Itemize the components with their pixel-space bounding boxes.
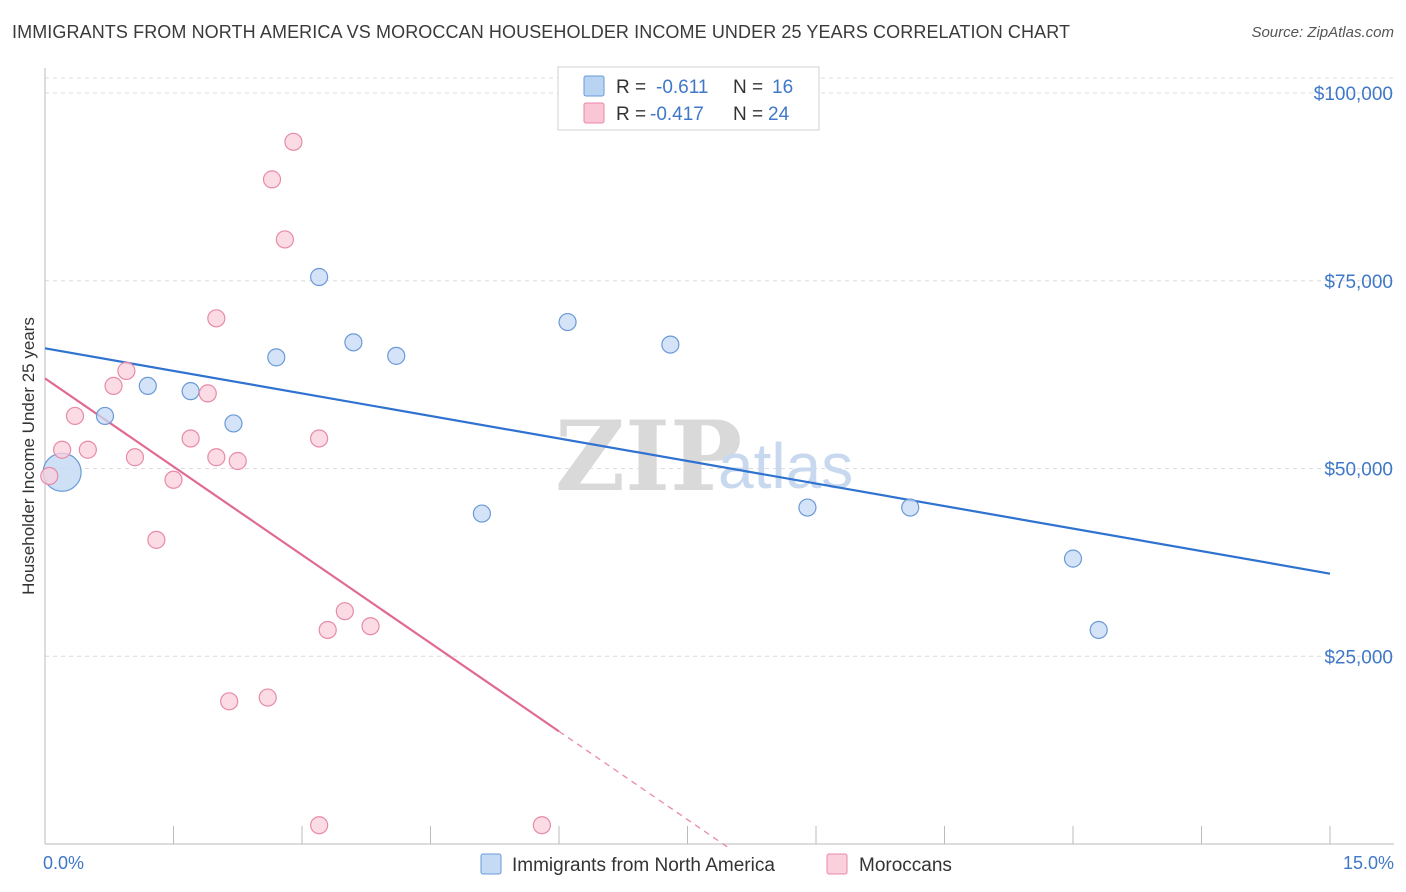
- point-moroccans: [147, 530, 166, 549]
- point-north-america: [798, 498, 817, 517]
- point-north-america: [1089, 620, 1108, 640]
- point-moroccans: [310, 816, 329, 835]
- tick-labels: $25,000 $50,000 $75,000 $100,000 0.0% 15.0%: [43, 84, 1394, 873]
- point-moroccans: [207, 448, 226, 467]
- point-moroccans: [40, 466, 59, 486]
- legend-swatch-moroccans: [583, 102, 605, 124]
- legend-n-value-2: 24: [768, 104, 790, 125]
- point-moroccans: [275, 230, 294, 249]
- trend-line-north-america: [44, 347, 1331, 575]
- point-north-america: [224, 414, 243, 433]
- y-tick-label: $75,000: [1324, 272, 1393, 293]
- point-moroccans: [164, 470, 183, 489]
- correlation-legend: R = -0.611 N = 16 R = -0.417 N = 24: [557, 66, 820, 131]
- legend-n-label-2: N =: [733, 104, 763, 125]
- point-north-america: [901, 498, 920, 517]
- bottom-legend-label-north-america: Immigrants from North America: [512, 855, 775, 876]
- point-moroccans: [53, 440, 72, 459]
- point-north-america: [138, 376, 157, 396]
- y-tick-label: $50,000: [1324, 460, 1393, 481]
- point-north-america: [472, 504, 491, 523]
- point-north-america: [661, 335, 680, 354]
- point-moroccans: [361, 617, 380, 636]
- legend-r-label-1: R =: [616, 77, 646, 98]
- point-moroccans: [104, 376, 123, 396]
- point-moroccans: [181, 429, 200, 448]
- point-moroccans: [65, 406, 85, 426]
- data-points: [40, 132, 1108, 835]
- point-moroccans: [117, 361, 136, 380]
- legend-r-value-2: -0.417: [650, 104, 704, 125]
- series-legend: Immigrants from North America Moroccans: [480, 853, 952, 876]
- grid-lines: [45, 77, 1394, 657]
- trend-line-moroccans: [44, 377, 560, 733]
- point-north-america: [95, 406, 115, 426]
- legend-r-value-1: -0.611: [656, 77, 708, 98]
- y-tick-label: $25,000: [1324, 647, 1393, 668]
- trend-lines: [44, 347, 1331, 850]
- point-north-america: [558, 312, 577, 332]
- point-north-america: [267, 348, 286, 367]
- point-moroccans: [318, 620, 337, 640]
- point-moroccans: [220, 692, 239, 711]
- point-moroccans: [228, 451, 247, 471]
- point-moroccans: [198, 384, 217, 403]
- point-moroccans: [284, 132, 303, 151]
- legend-r-label-2: R =: [616, 104, 646, 125]
- point-north-america: [310, 267, 329, 287]
- x-tick-label-max: 15.0%: [1343, 853, 1394, 873]
- x-tick-label-min: 0.0%: [43, 853, 84, 873]
- y-tick-label: $100,000: [1314, 84, 1393, 105]
- axes: [44, 68, 1394, 845]
- point-moroccans: [262, 170, 282, 189]
- legend-n-label-1: N =: [733, 77, 763, 98]
- bottom-legend-swatch-north-america: [480, 853, 502, 875]
- point-moroccans: [532, 816, 551, 835]
- trend-line-extension-moroccans: [558, 730, 731, 850]
- legend-n-value-1: 16: [772, 77, 793, 98]
- point-moroccans: [78, 440, 97, 459]
- watermark-zip: ZIP: [555, 400, 742, 513]
- y-axis-title: Householder Income Under 25 years: [19, 317, 38, 595]
- bottom-legend-label-moroccans: Moroccans: [859, 855, 952, 876]
- point-moroccans: [125, 448, 145, 467]
- source-credit: Source: ZipAtlas.com: [1251, 24, 1394, 41]
- point-north-america: [387, 346, 406, 365]
- point-north-america: [344, 333, 363, 352]
- watermark-atlas: atlas: [718, 430, 853, 502]
- legend-swatch-north-america: [583, 75, 605, 97]
- point-moroccans: [258, 688, 277, 707]
- point-moroccans: [335, 602, 354, 621]
- point-moroccans: [207, 309, 226, 328]
- point-moroccans: [310, 429, 329, 448]
- point-north-america: [1063, 549, 1083, 568]
- bottom-legend-swatch-moroccans: [826, 853, 848, 875]
- point-north-america: [181, 382, 200, 401]
- chart-title: IMMIGRANTS FROM NORTH AMERICA VS MOROCCA…: [12, 22, 1071, 42]
